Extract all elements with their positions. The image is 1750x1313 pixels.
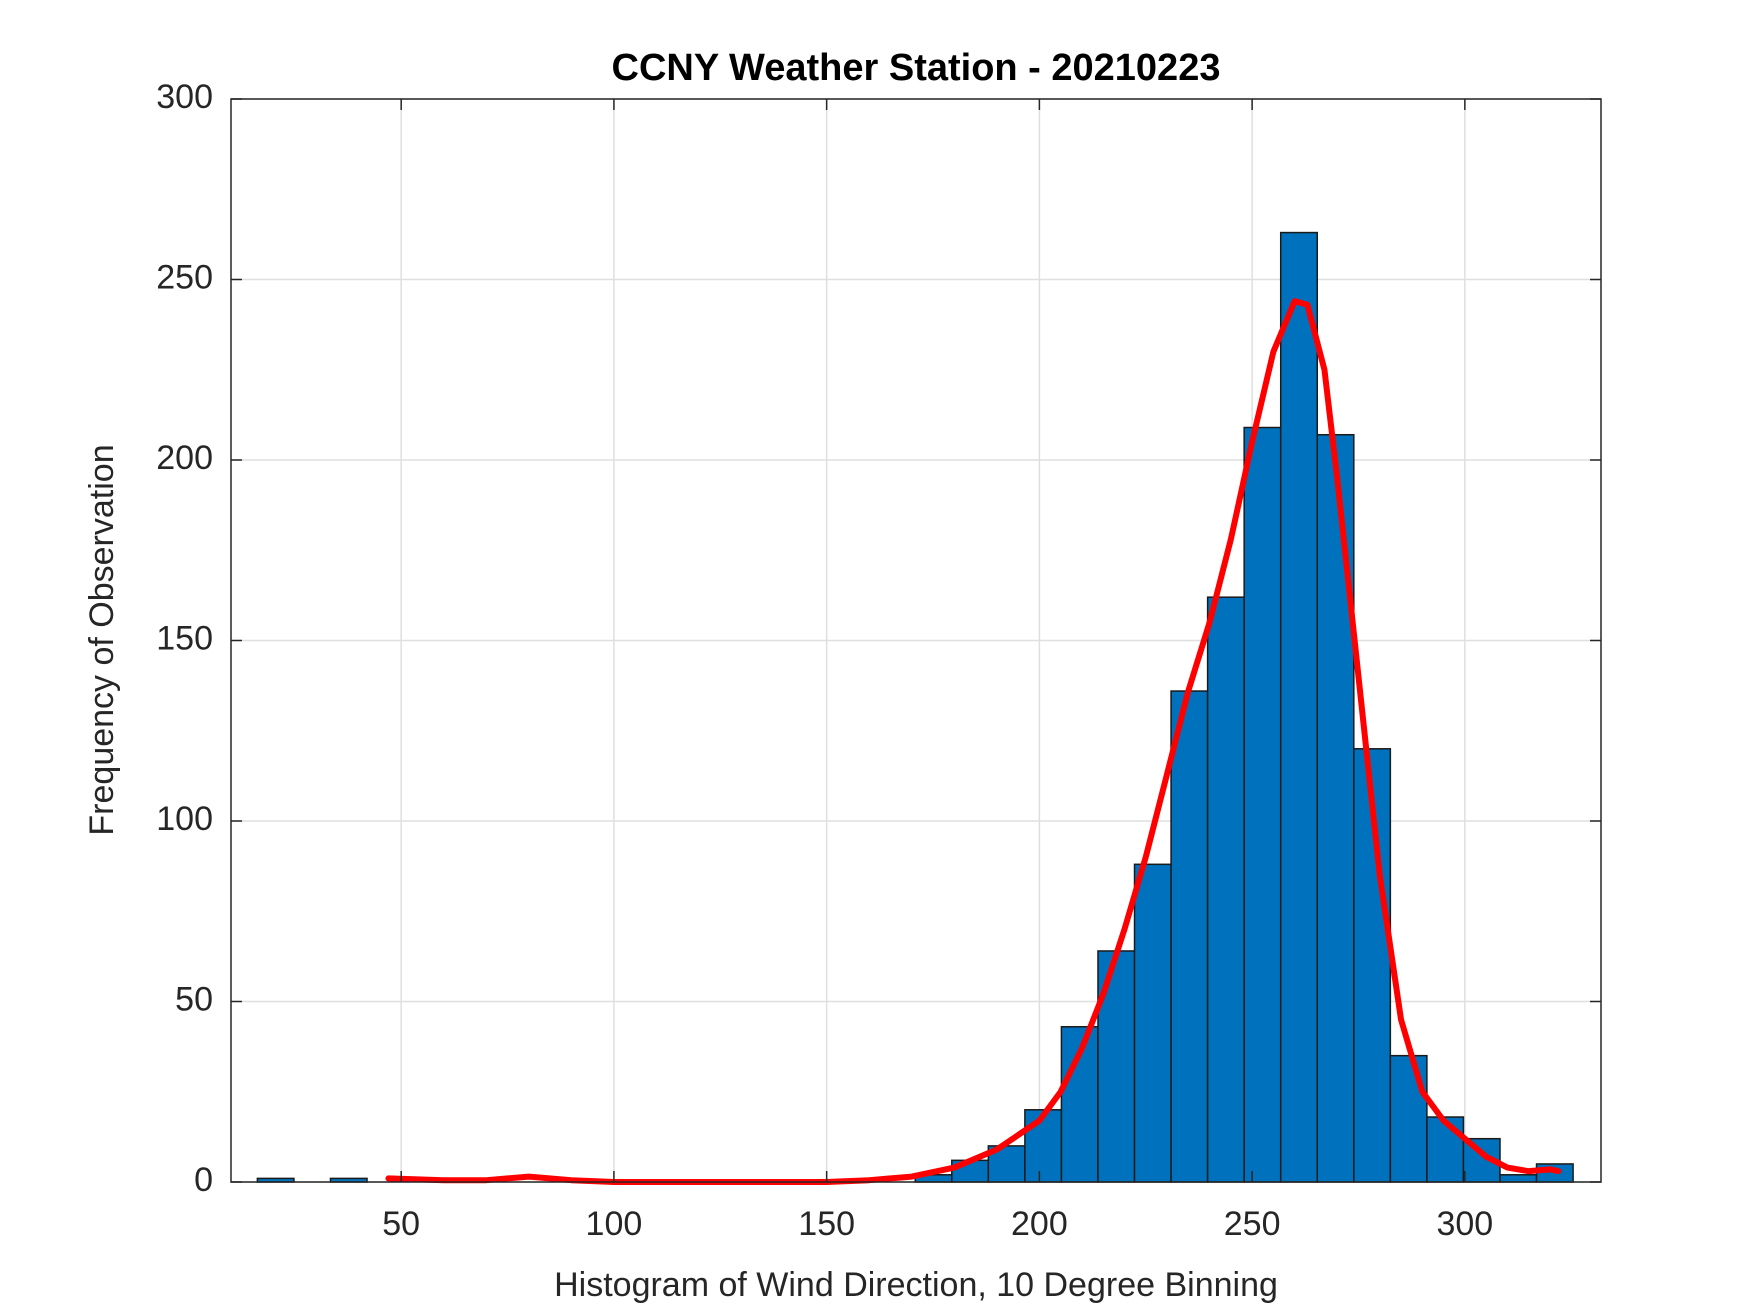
x-tick-label: 50 (382, 1205, 420, 1243)
y-tick-label: 250 (156, 258, 213, 296)
y-tick-label: 150 (156, 619, 213, 657)
chart-title: CCNY Weather Station - 20210223 (612, 47, 1221, 89)
y-tick-label: 300 (156, 78, 213, 116)
y-tick-label: 200 (156, 439, 213, 477)
bar (1024, 1109, 1063, 1183)
y-axis-label: Frequency of Observation (83, 444, 121, 835)
bar (1499, 1174, 1538, 1183)
x-tick-label: 250 (1224, 1205, 1281, 1243)
bar (1133, 863, 1172, 1183)
x-tick-label: 300 (1436, 1205, 1493, 1243)
x-tick-label: 200 (1011, 1205, 1068, 1243)
bar (1389, 1054, 1428, 1183)
x-axis-label: Histogram of Wind Direction, 10 Degree B… (554, 1266, 1278, 1304)
bar (1243, 426, 1282, 1183)
x-tick-label: 100 (586, 1205, 643, 1243)
bar (1316, 433, 1355, 1183)
x-tick-label: 150 (798, 1205, 855, 1243)
bar (1279, 231, 1319, 1183)
y-tick-label: 100 (156, 800, 213, 838)
bar (1426, 1116, 1465, 1183)
bar (1170, 690, 1209, 1183)
y-tick-label: 50 (175, 980, 213, 1018)
y-tick-label: 0 (194, 1161, 213, 1199)
bar (1206, 596, 1245, 1183)
